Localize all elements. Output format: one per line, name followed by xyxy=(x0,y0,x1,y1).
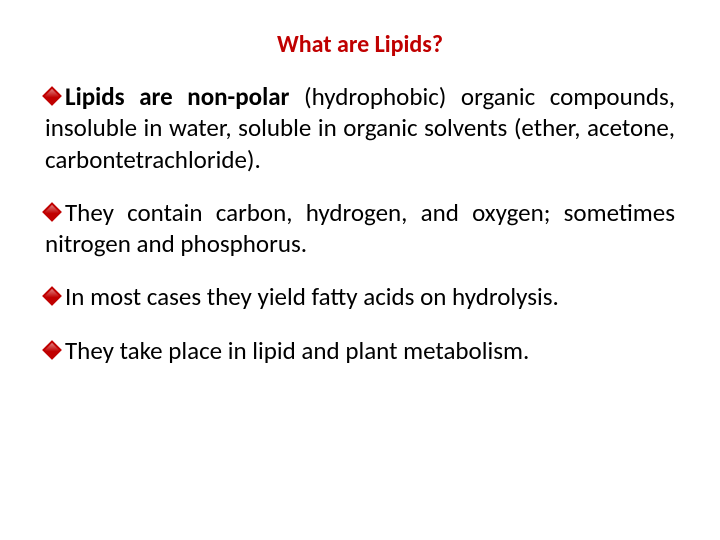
bullet-item: They contain carbon, hydrogen, and oxyge… xyxy=(45,197,675,260)
diamond-bullet-icon xyxy=(42,340,62,360)
slide-title: What are Lipids? xyxy=(45,30,675,59)
bullet-item: In most cases they yield fatty acids on … xyxy=(45,281,675,312)
bullet-bold-lead: Lipids are non-polar xyxy=(65,81,289,112)
bullet-text: In most cases they yield fatty acids on … xyxy=(65,281,559,312)
bullet-text: They contain carbon, hydrogen, and oxyge… xyxy=(45,197,675,259)
diamond-bullet-icon xyxy=(42,202,62,222)
bullet-item: They take place in lipid and plant metab… xyxy=(45,335,675,366)
bullet-item: Lipids are non-polar (hydrophobic) organ… xyxy=(45,81,675,175)
diamond-bullet-icon xyxy=(42,286,62,306)
diamond-bullet-icon xyxy=(42,86,62,106)
bullet-text: They take place in lipid and plant metab… xyxy=(65,335,529,366)
